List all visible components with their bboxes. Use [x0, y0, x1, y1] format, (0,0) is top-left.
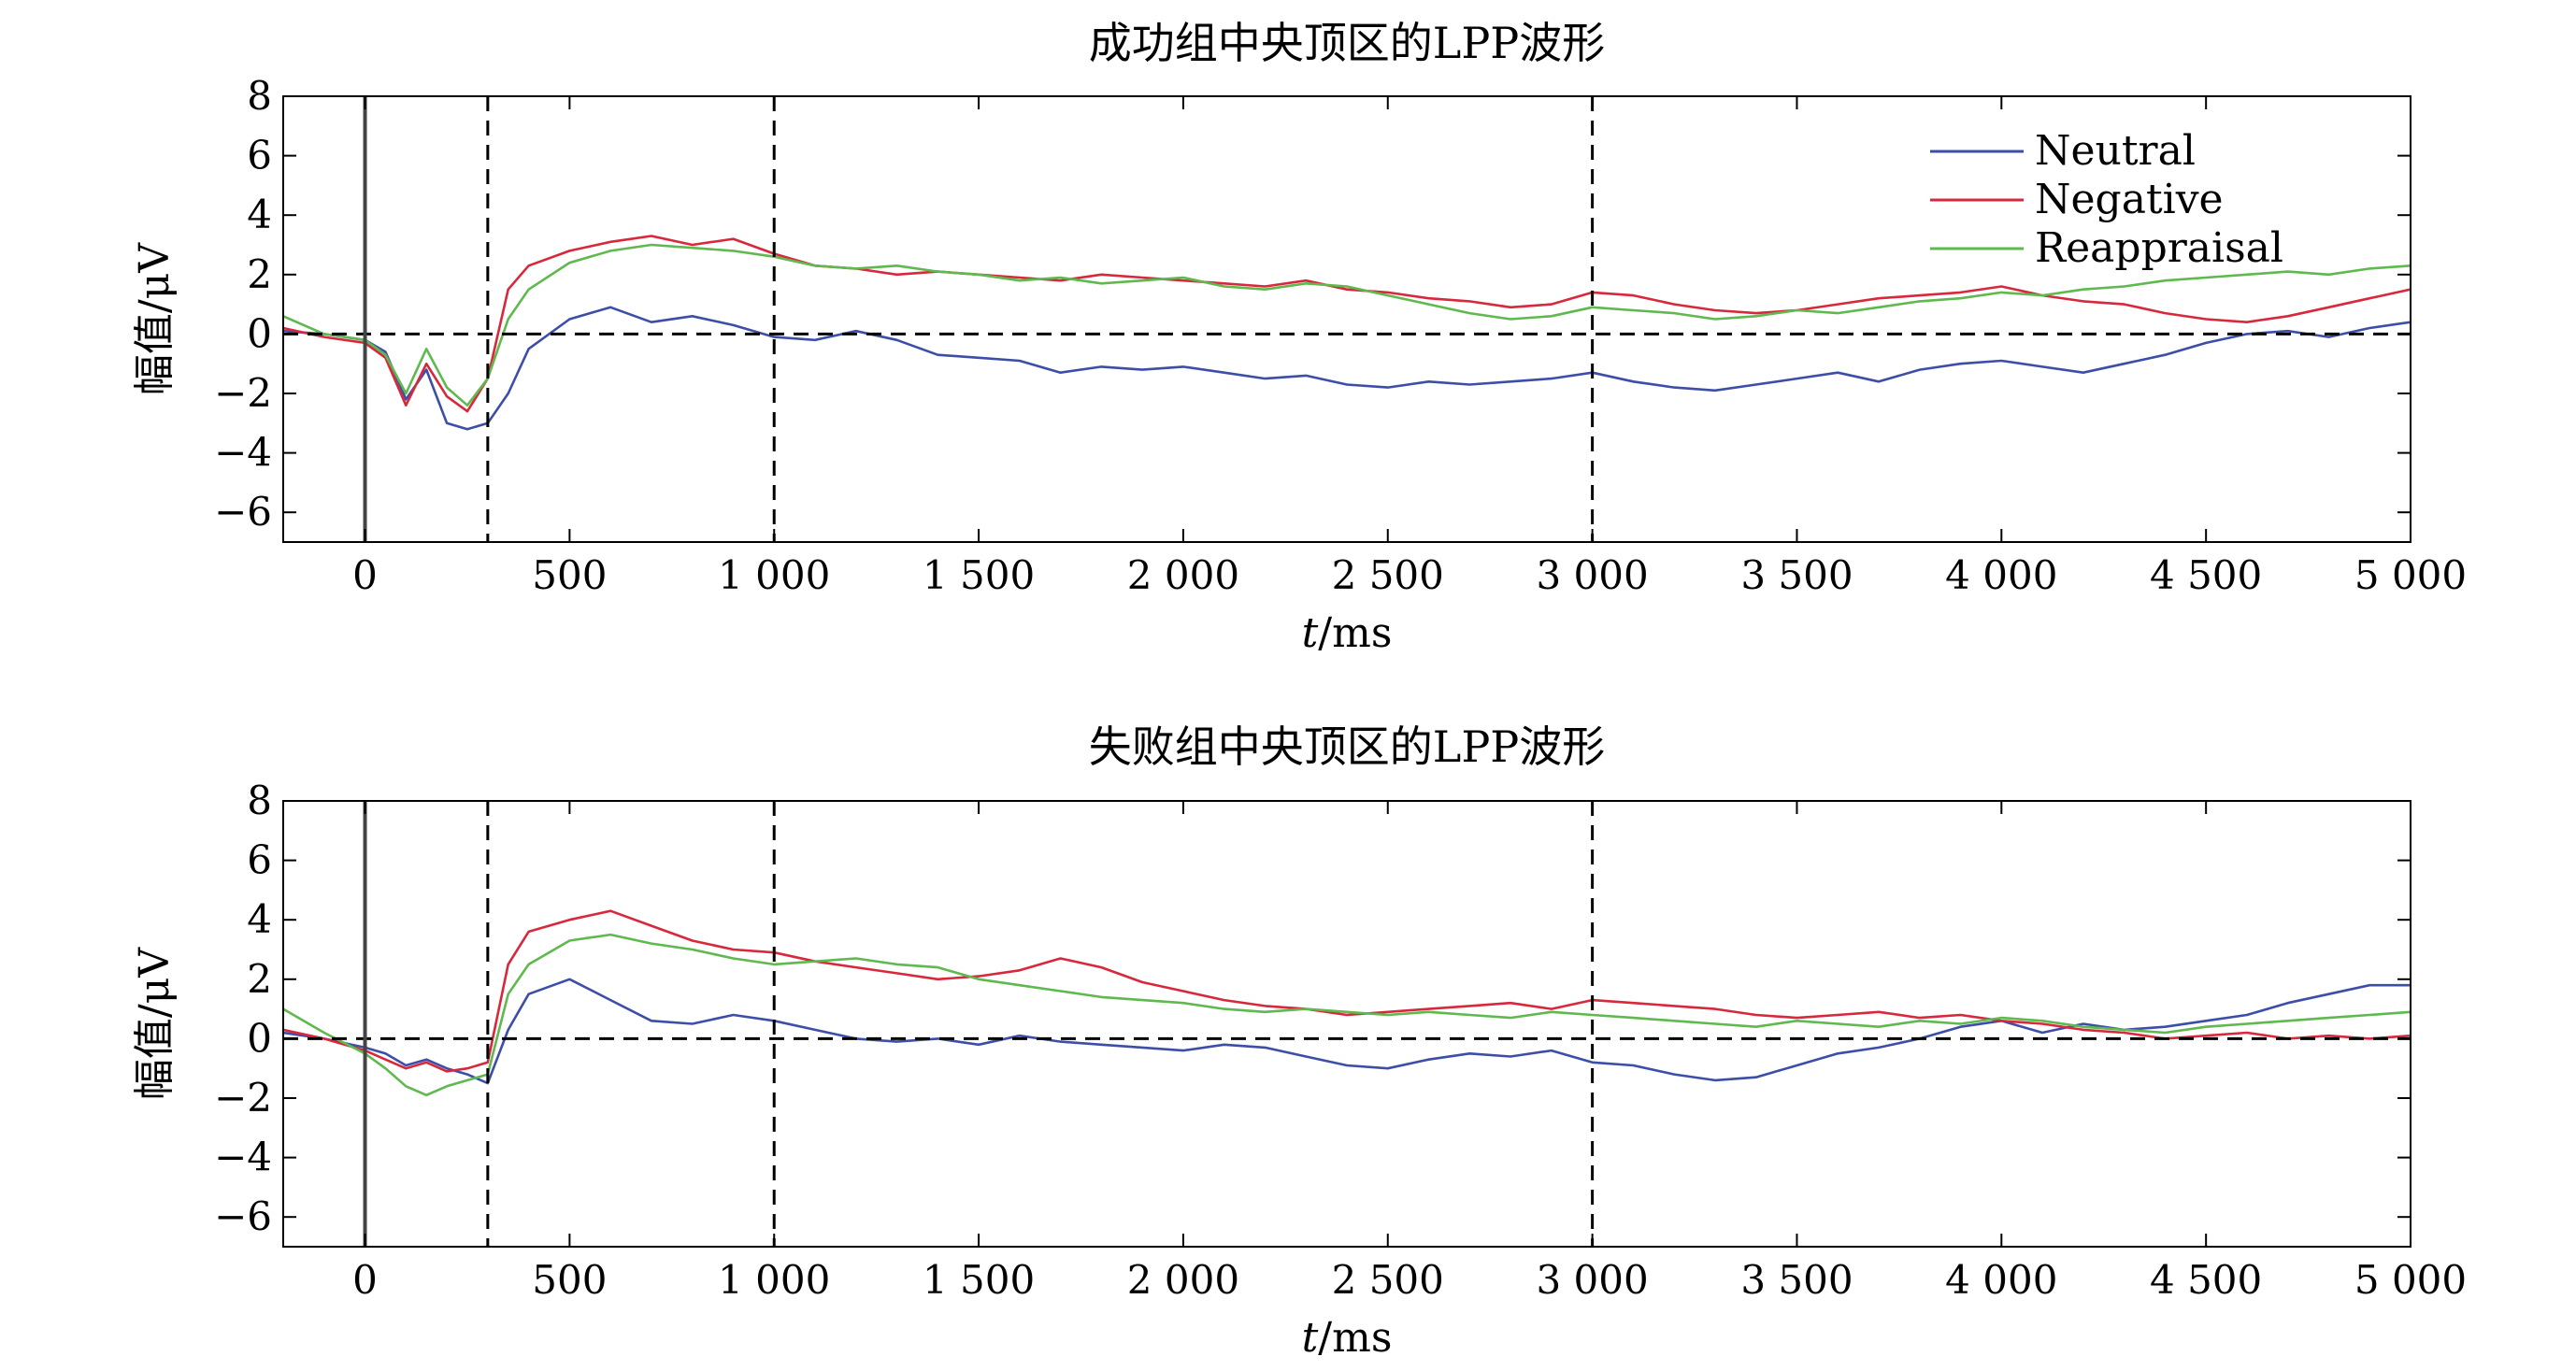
chart-title: 成功组中央顶区的LPP波形 — [1089, 18, 1605, 68]
legend-label-reappraisal: Reappraisal — [2035, 224, 2283, 272]
legend-label-neutral: Neutral — [2035, 127, 2196, 175]
legend-label-negative: Negative — [2035, 176, 2224, 223]
plot-frame — [282, 95, 2411, 543]
y-tick-label: 0 — [247, 310, 272, 356]
x-tick-label: 500 — [532, 1257, 607, 1303]
y-tick-label: 8 — [247, 778, 272, 823]
y-tick-label: −2 — [214, 1075, 272, 1121]
x-tick-label: 1 000 — [718, 1257, 830, 1303]
series-group — [283, 909, 2411, 1097]
series-line-neutral — [283, 306, 2411, 431]
series-line-neutral — [283, 978, 2411, 1085]
x-tick-label: 3 000 — [1536, 1257, 1648, 1303]
x-tick-label: 1 500 — [923, 1257, 1035, 1303]
x-tick-label: 1 500 — [923, 552, 1035, 598]
y-tick-label: −4 — [214, 1135, 272, 1180]
chart-panel-1: 成功组中央顶区的LPP波形 0 500 1 000 1 500 2 000 2 500 3 0… — [131, 18, 2467, 657]
y-tick-label: 6 — [247, 133, 272, 179]
x-tick-label: 2 500 — [1332, 1257, 1444, 1303]
x-tick-label: 2 000 — [1127, 1257, 1239, 1303]
chart-panel-2: 失败组中央顶区的LPP波形 0 500 1 000 1 500 2 000 2 500 3 0… — [131, 721, 2467, 1362]
x-tick-label: 4 000 — [1945, 1257, 2057, 1303]
x-tick-label: 500 — [532, 552, 607, 598]
y-tick-label: 0 — [247, 1015, 272, 1061]
y-tick-label: −6 — [214, 1193, 272, 1239]
x-tick-label: 3 000 — [1536, 552, 1648, 598]
y-tick-label: −6 — [214, 489, 272, 535]
chart-title: 失败组中央顶区的LPP波形 — [1089, 721, 1605, 772]
x-axis-label-variable: t — [1302, 1314, 1319, 1362]
y-tick-label: 2 — [247, 956, 272, 1002]
x-tick-label: 3 500 — [1740, 552, 1853, 598]
series-group — [283, 235, 2411, 431]
y-tick-label: 2 — [247, 251, 272, 297]
y-tick-label: 6 — [247, 837, 272, 883]
y-tick-label: 4 — [247, 192, 272, 237]
x-tick-label: 5 000 — [2354, 552, 2467, 598]
x-tick-label: 2 000 — [1127, 552, 1239, 598]
y-tick-label: −4 — [214, 430, 272, 476]
x-tick-label: 0 — [352, 552, 378, 598]
plot-frame — [282, 800, 2411, 1248]
x-tick-label: 4 500 — [2150, 552, 2262, 598]
y-tick-label: −2 — [214, 370, 272, 416]
y-axis-label: 幅值/μV — [131, 242, 179, 395]
x-tick-label: 1 000 — [718, 552, 830, 598]
x-axis-label: t/ms — [1302, 1314, 1393, 1362]
series-line-negative — [283, 235, 2411, 413]
y-axis-label: 幅值/μV — [131, 947, 179, 1100]
x-axis-label-unit: /ms — [1318, 609, 1392, 657]
y-tick-label: 4 — [247, 896, 272, 942]
x-tick-label: 3 500 — [1740, 1257, 1853, 1303]
series-line-negative — [283, 909, 2411, 1073]
x-axis-label: t/ms — [1302, 609, 1393, 657]
x-tick-label: 5 000 — [2354, 1257, 2467, 1303]
x-tick-label: 0 — [352, 1257, 378, 1303]
x-tick-label: 4 000 — [1945, 552, 2057, 598]
x-axis-label-unit: /ms — [1318, 1314, 1392, 1362]
x-tick-label: 2 500 — [1332, 552, 1444, 598]
x-axis-label-variable: t — [1302, 609, 1319, 657]
series-line-reappraisal — [283, 243, 2411, 407]
series-line-reappraisal — [283, 933, 2411, 1097]
x-tick-label: 4 500 — [2150, 1257, 2262, 1303]
y-tick-label: 8 — [247, 73, 272, 119]
